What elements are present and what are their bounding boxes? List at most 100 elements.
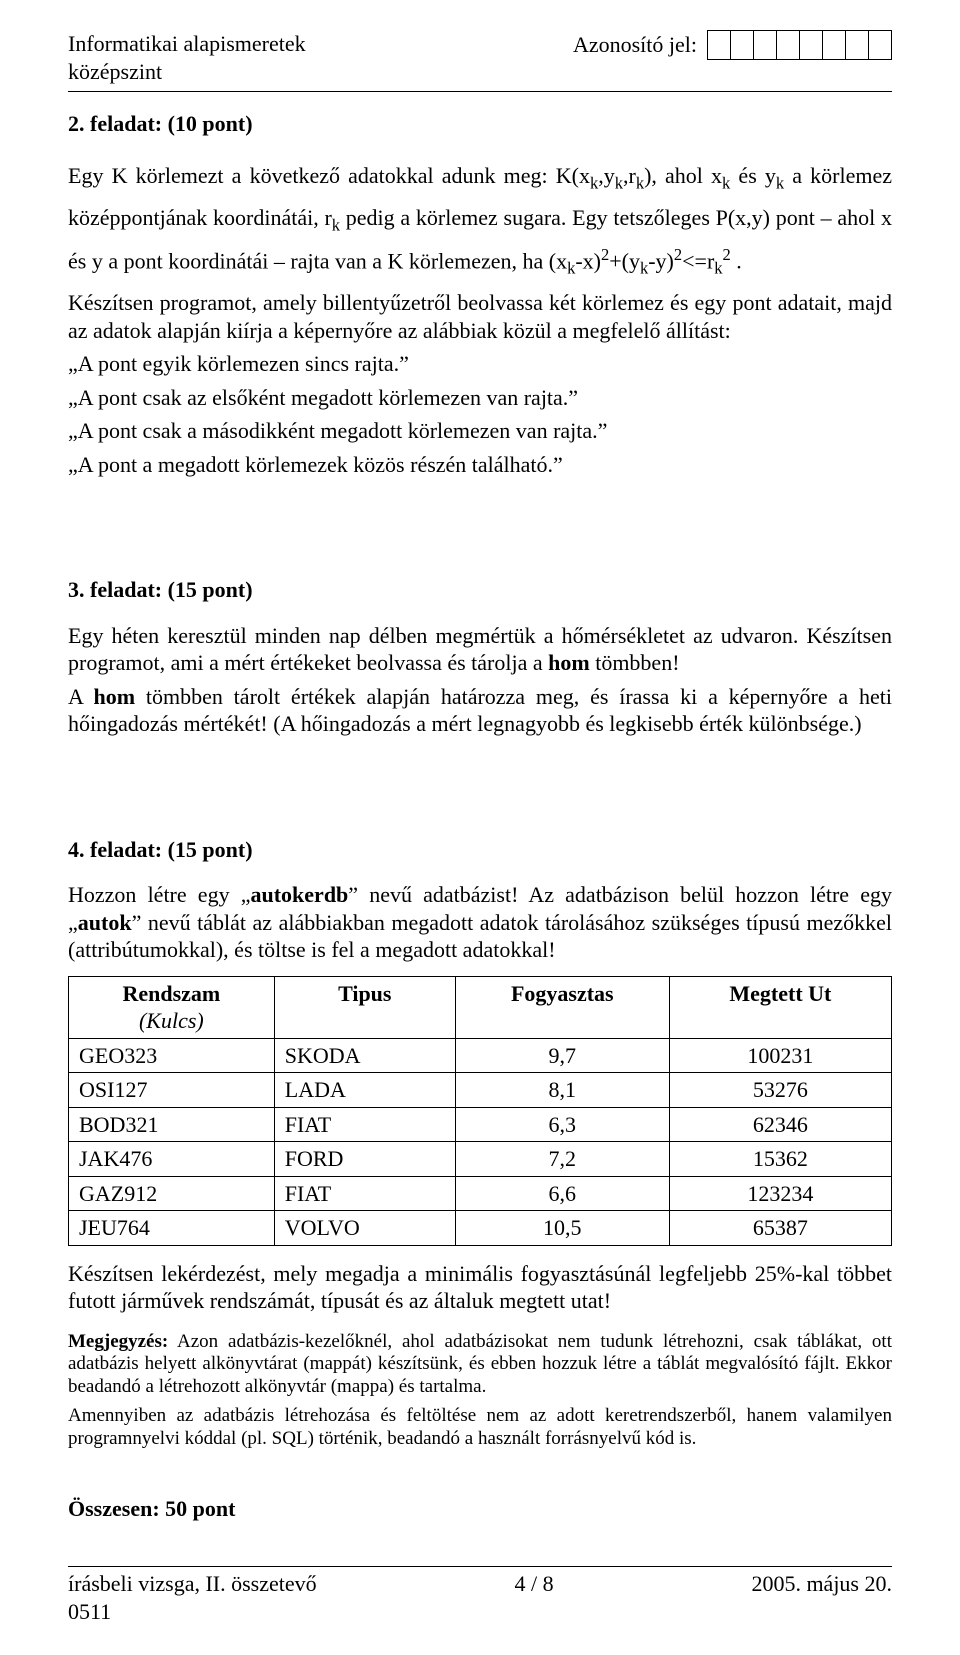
t2-frag: és y xyxy=(730,163,776,188)
table-cell: VOLVO xyxy=(274,1211,455,1246)
sub-k: k xyxy=(590,173,598,192)
task2-para2: Készítsen programot, amely billentyűzetr… xyxy=(68,289,892,344)
table-row: GEO323SKODA9,7100231 xyxy=(69,1038,892,1073)
table-cell: 10,5 xyxy=(455,1211,669,1246)
table-cell: 6,6 xyxy=(455,1176,669,1211)
table-cell: FORD xyxy=(274,1142,455,1177)
t2-frag: -x) xyxy=(575,248,601,273)
page: Informatikai alapismeretek középszint Az… xyxy=(0,0,960,1655)
footer-left2: 0511 xyxy=(68,1599,111,1624)
task4-note2: Amennyiben az adatbázis létrehozása és f… xyxy=(68,1405,892,1451)
id-box xyxy=(868,30,892,60)
task4-para1: Hozzon létre egy „autokerdb” nevű adatbá… xyxy=(68,881,892,964)
footer-left: írásbeli vizsga, II. összetevő 0511 xyxy=(68,1570,317,1625)
sup-2: 2 xyxy=(723,245,731,264)
table-cell: JEU764 xyxy=(69,1211,275,1246)
id-label: Azonosító jel: xyxy=(573,31,697,59)
t2-frag: ,y xyxy=(598,163,615,188)
t3-frag: tömbben tárolt értékek alapján határozza… xyxy=(68,684,892,737)
id-box xyxy=(845,30,869,60)
table-cell: GEO323 xyxy=(69,1038,275,1073)
table-cell: GAZ912 xyxy=(69,1176,275,1211)
id-box xyxy=(776,30,800,60)
sub-k: k xyxy=(636,173,644,192)
header-line2: középszint xyxy=(68,59,162,84)
task2-title: 2. feladat: (10 pont) xyxy=(68,110,892,138)
th-megtett-ut: Megtett Ut xyxy=(669,976,891,1038)
table-cell: 65387 xyxy=(669,1211,891,1246)
task2-para1: Egy K körlemezt a következő adatokkal ad… xyxy=(68,156,892,284)
t4-bold: autokerdb xyxy=(251,882,349,907)
table-cell: LADA xyxy=(274,1073,455,1108)
id-box xyxy=(730,30,754,60)
table-cell: BOD321 xyxy=(69,1107,275,1142)
task4-para2: Készítsen lekérdezést, mely megadja a mi… xyxy=(68,1260,892,1315)
footer-left1: írásbeli vizsga, II. összetevő xyxy=(68,1571,317,1596)
header-divider xyxy=(68,91,892,92)
sub-k: k xyxy=(332,215,340,234)
page-header: Informatikai alapismeretek középszint Az… xyxy=(68,30,892,85)
t4-frag: Hozzon létre egy „ xyxy=(68,882,251,907)
t2-frag: Egy K körlemezt a következő adatokkal ad… xyxy=(68,163,590,188)
table-row: JEU764VOLVO10,565387 xyxy=(69,1211,892,1246)
th-fogyasztas: Fogyasztas xyxy=(455,976,669,1038)
table-cell: FIAT xyxy=(274,1107,455,1142)
note-bold: Megjegyzés: xyxy=(68,1331,168,1352)
t2-frag: -y) xyxy=(648,248,674,273)
t3-bold: hom xyxy=(548,650,590,675)
t4-frag: ” nevű táblát az alábbiakban megadott ad… xyxy=(68,910,892,963)
task3-title: 3. feladat: (15 pont) xyxy=(68,576,892,604)
table-cell: 7,2 xyxy=(455,1142,669,1177)
t2-frag: ), ahol x xyxy=(644,163,722,188)
t2-frag: ,r xyxy=(623,163,636,188)
table-cell: OSI127 xyxy=(69,1073,275,1108)
task2-quote3: „A pont csak a másodikként megadott körl… xyxy=(68,417,892,445)
t2-frag: . xyxy=(731,248,742,273)
id-boxes xyxy=(707,30,892,60)
t3-frag: tömbben! xyxy=(590,650,680,675)
t3-frag: Egy héten keresztül minden nap délben me… xyxy=(68,623,892,676)
sub-k: k xyxy=(776,173,784,192)
table-cell: JAK476 xyxy=(69,1142,275,1177)
sub-k: k xyxy=(640,258,648,277)
table-cell: 15362 xyxy=(669,1142,891,1177)
table-cell: 9,7 xyxy=(455,1038,669,1073)
table-cell: 123234 xyxy=(669,1176,891,1211)
header-id-block: Azonosító jel: xyxy=(573,30,892,60)
t3-bold: hom xyxy=(94,684,136,709)
task4-title: 4. feladat: (15 pont) xyxy=(68,836,892,864)
footer-divider xyxy=(68,1566,892,1567)
id-box xyxy=(822,30,846,60)
footer-center: 4 / 8 xyxy=(317,1570,752,1625)
footer-right: 2005. május 20. xyxy=(751,1570,892,1625)
sup-2: 2 xyxy=(601,245,609,264)
sub-k: k xyxy=(615,173,623,192)
t3-frag: A xyxy=(68,684,94,709)
table-row: BOD321FIAT6,362346 xyxy=(69,1107,892,1142)
table-cell: SKODA xyxy=(274,1038,455,1073)
task3-para1: Egy héten keresztül minden nap délben me… xyxy=(68,622,892,677)
table-row: GAZ912FIAT6,6123234 xyxy=(69,1176,892,1211)
table-header-row: Rendszam (Kulcs) Tipus Fogyasztas Megtet… xyxy=(69,976,892,1038)
task3-para2: A hom tömbben tárolt értékek alapján hat… xyxy=(68,683,892,738)
page-footer: írásbeli vizsga, II. összetevő 0511 4 / … xyxy=(68,1570,892,1625)
table-cell: 53276 xyxy=(669,1073,891,1108)
id-box xyxy=(707,30,731,60)
sub-k: k xyxy=(714,258,722,277)
note-body: Azon adatbázis-kezelőknél, ahol adatbázi… xyxy=(68,1331,892,1398)
task2-quote1: „A pont egyik körlemezen sincs rajta.” xyxy=(68,350,892,378)
task4-note1: Megjegyzés: Azon adatbázis-kezelőknél, a… xyxy=(68,1331,892,1399)
table-body: GEO323SKODA9,7100231OSI127LADA8,153276BO… xyxy=(69,1038,892,1245)
id-box xyxy=(753,30,777,60)
table-cell: 6,3 xyxy=(455,1107,669,1142)
t2-frag: <=r xyxy=(682,248,714,273)
task2-quote2: „A pont csak az elsőként megadott körlem… xyxy=(68,384,892,412)
id-box xyxy=(799,30,823,60)
th-keynote: (Kulcs) xyxy=(139,1008,204,1033)
t2-frag: +(y xyxy=(609,248,640,273)
autok-table: Rendszam (Kulcs) Tipus Fogyasztas Megtet… xyxy=(68,976,892,1246)
t4-bold: autok xyxy=(78,910,132,935)
table-cell: 100231 xyxy=(669,1038,891,1073)
header-title: Informatikai alapismeretek középszint xyxy=(68,30,306,85)
th-label: Rendszam xyxy=(122,981,220,1006)
